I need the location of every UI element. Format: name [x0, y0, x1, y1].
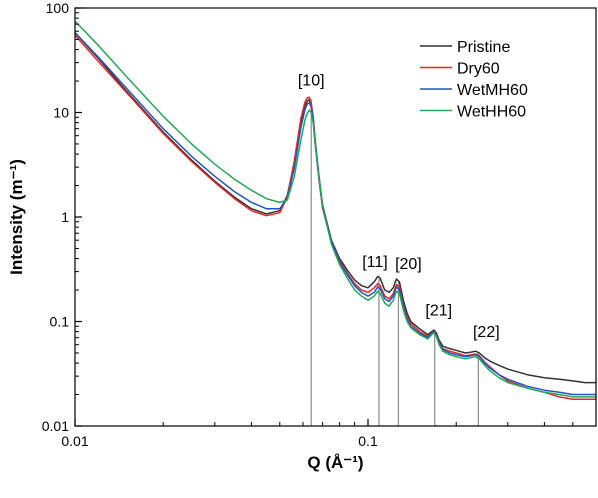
peak-label: [20]: [395, 256, 422, 273]
x-axis-title: Q (Å⁻¹): [307, 453, 363, 472]
x-tick-label: 0.1: [358, 433, 378, 449]
legend-label: Dry60: [457, 61, 500, 78]
y-axis-title: Intensity (m⁻¹): [7, 159, 26, 275]
y-tick-label: 1: [61, 209, 69, 225]
y-tick-label: 100: [46, 0, 70, 16]
peak-label: [10]: [298, 73, 325, 90]
y-tick-label: 0.1: [50, 314, 70, 330]
x-tick-label: 0.01: [61, 433, 88, 449]
legend-label: Pristine: [457, 39, 510, 56]
peak-markers: [310, 99, 479, 426]
series-line-wethh60: [74, 20, 596, 398]
legend-label: WetMH60: [457, 82, 528, 99]
peak-label: [21]: [425, 303, 452, 320]
series-lines: [74, 20, 596, 401]
peak-label: [22]: [473, 324, 500, 341]
axes: 0.01 0.1 1 10 100 0.01 0.1: [42, 0, 574, 449]
peak-labels: [10] [11] [20] [21] [22]: [298, 73, 500, 341]
y-tick-label: 10: [53, 105, 69, 121]
y-tick-label: 0.01: [42, 418, 69, 434]
legend-label: WetHH60: [457, 104, 526, 121]
peak-label: [11]: [362, 254, 388, 271]
legend: Pristine Dry60 WetMH60 WetHH60: [420, 39, 528, 121]
plot-frame: [74, 7, 597, 427]
